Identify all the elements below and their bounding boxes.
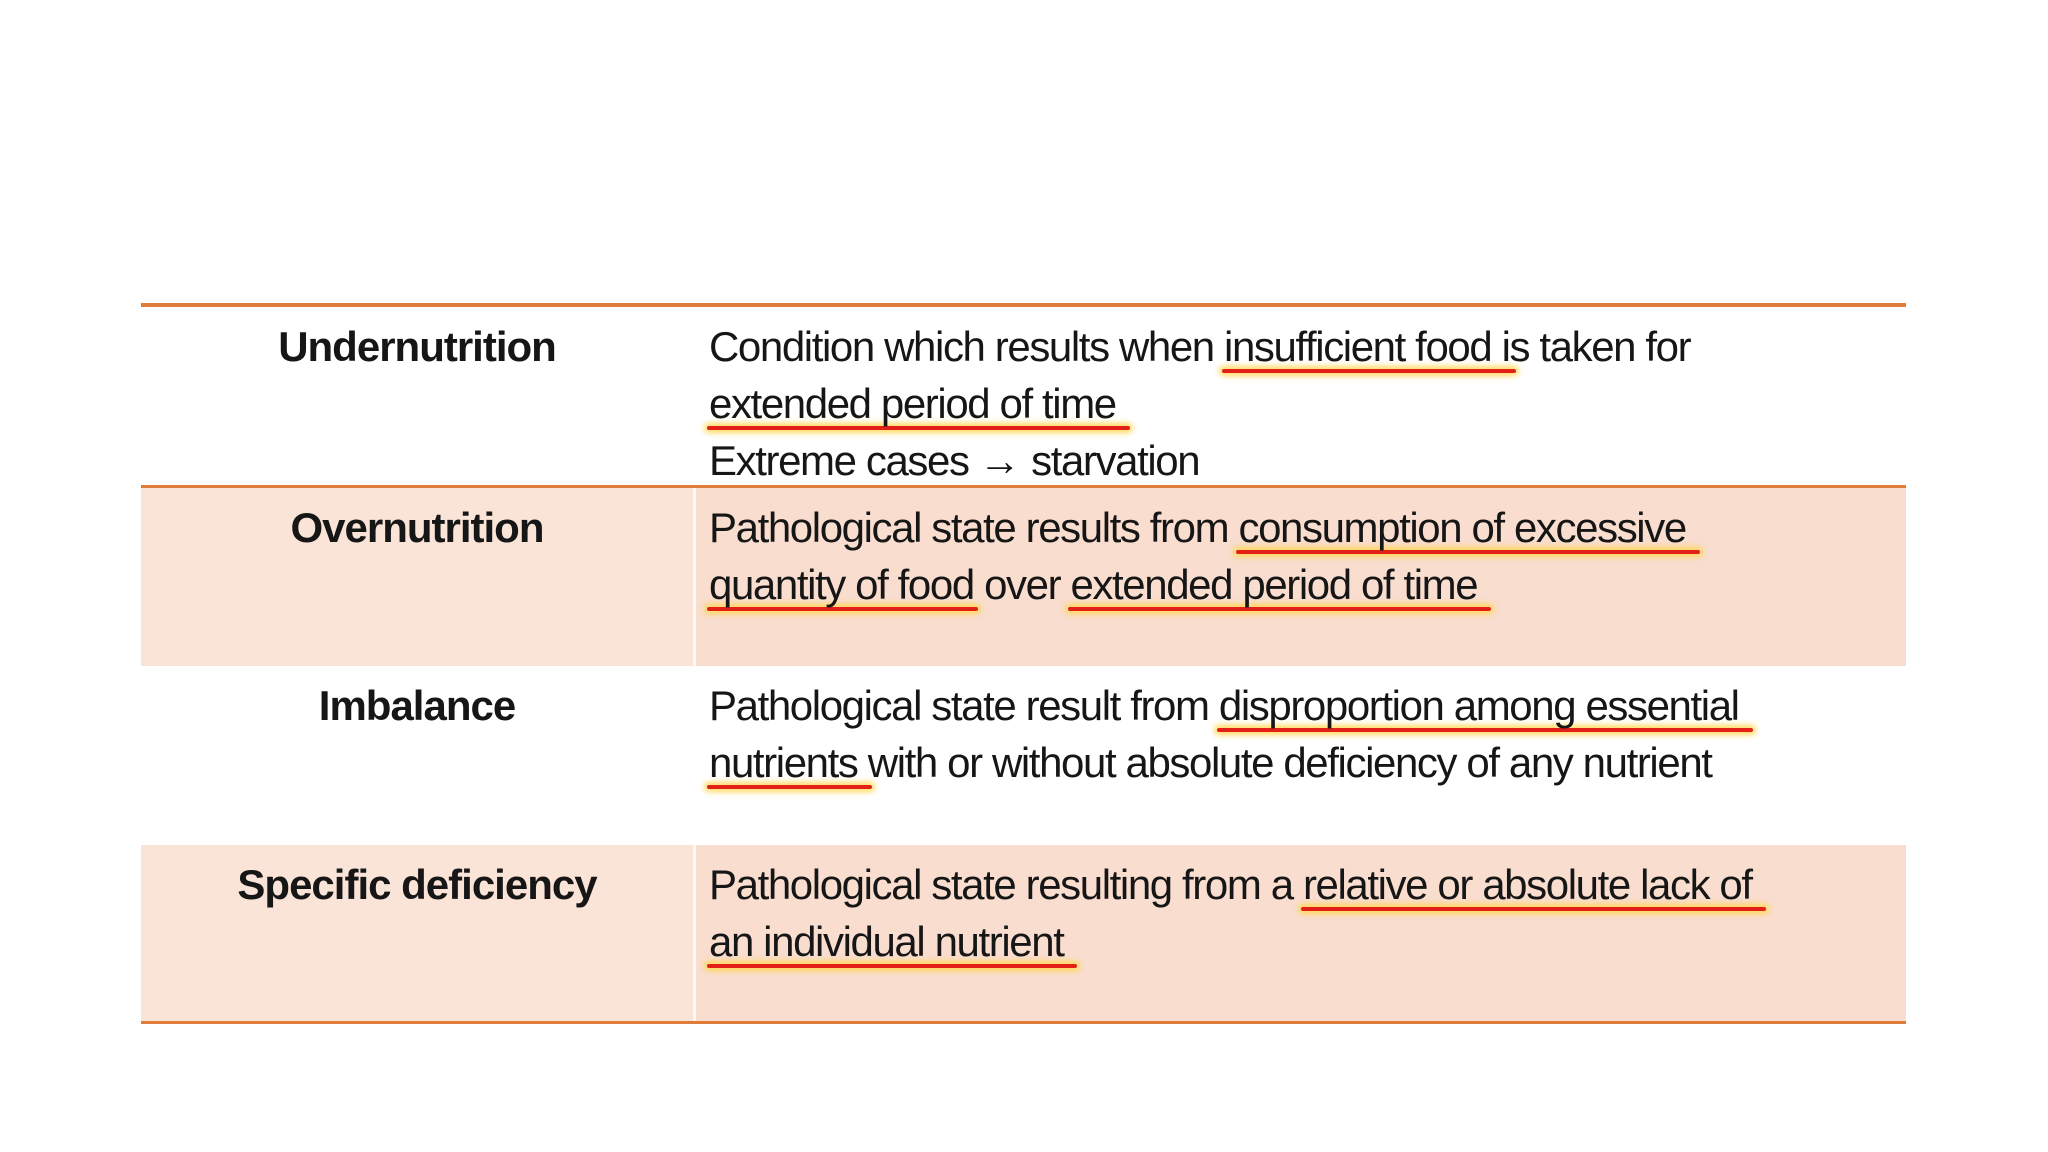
definition-line: Pathological state result from dispropor… <box>709 677 1898 734</box>
definition-cell: Pathological state resulting from a rela… <box>693 845 1906 1021</box>
text-segment: with or without absolute deficiency of a… <box>857 739 1713 786</box>
term-cell: Overnutrition <box>141 488 693 666</box>
underlined-text: an individual nutrient <box>709 918 1065 965</box>
table-row: Specific deficiency Pathological state re… <box>141 845 1906 1021</box>
underlined-text: extended period of time <box>709 380 1117 427</box>
table-row: Undernutrition Condition which results wh… <box>141 307 1906 488</box>
underlined-text: insufficient food <box>1224 323 1502 370</box>
underlined-text: consumption of excessive <box>1238 504 1687 551</box>
text-segment: Pathological state resulting from a <box>709 861 1303 908</box>
term-label: Overnutrition <box>290 504 544 551</box>
underlined-text: nutrients <box>709 739 859 786</box>
underlined-text: disproportion among essential <box>1218 682 1740 729</box>
definition-line: Pathological state results from consumpt… <box>709 499 1898 556</box>
table-row: Overnutrition Pathological state results … <box>141 488 1906 666</box>
definition-line: nutrients with or without absolute defic… <box>709 734 1898 791</box>
definition-line: quantity of food over extended period of… <box>709 556 1898 613</box>
term-cell: Specific deficiency <box>141 845 693 1021</box>
underlined-text: quantity of food <box>709 561 975 608</box>
definition-cell: Pathological state result from dispropor… <box>693 666 1906 845</box>
definition-line: extended period of time <box>709 375 1898 432</box>
definition-line: Extreme cases → starvation <box>709 432 1898 489</box>
definition-line: Pathological state resulting from a rela… <box>709 856 1898 913</box>
underlined-text: relative or absolute lack of <box>1302 861 1753 908</box>
term-label: Specific deficiency <box>237 861 597 908</box>
definition-line: an individual nutrient <box>709 913 1898 970</box>
text-segment: over <box>973 561 1071 608</box>
definition-cell: Pathological state results from consumpt… <box>693 488 1906 666</box>
table-row: Imbalance Pathological state result from … <box>141 666 1906 845</box>
term-label: Imbalance <box>318 682 516 729</box>
definition-cell: Condition which results when insufficien… <box>693 307 1906 485</box>
term-label: Undernutrition <box>278 323 557 370</box>
definitions-table: Undernutrition Condition which results wh… <box>141 303 1906 1024</box>
right-arrow-icon: → <box>978 437 1021 484</box>
text-segment: Extreme cases <box>709 437 979 484</box>
text-segment: is taken for <box>1501 323 1692 370</box>
text-segment: Pathological state results from <box>709 504 1239 551</box>
text-segment: Pathological state result from <box>709 682 1219 729</box>
text-segment: Condition which results when <box>709 323 1225 370</box>
underlined-text: extended period of time <box>1070 561 1478 608</box>
text-segment: starvation <box>1020 437 1200 484</box>
definition-line: Condition which results when insufficien… <box>709 318 1898 375</box>
term-cell: Imbalance <box>141 666 693 845</box>
term-cell: Undernutrition <box>141 307 693 485</box>
